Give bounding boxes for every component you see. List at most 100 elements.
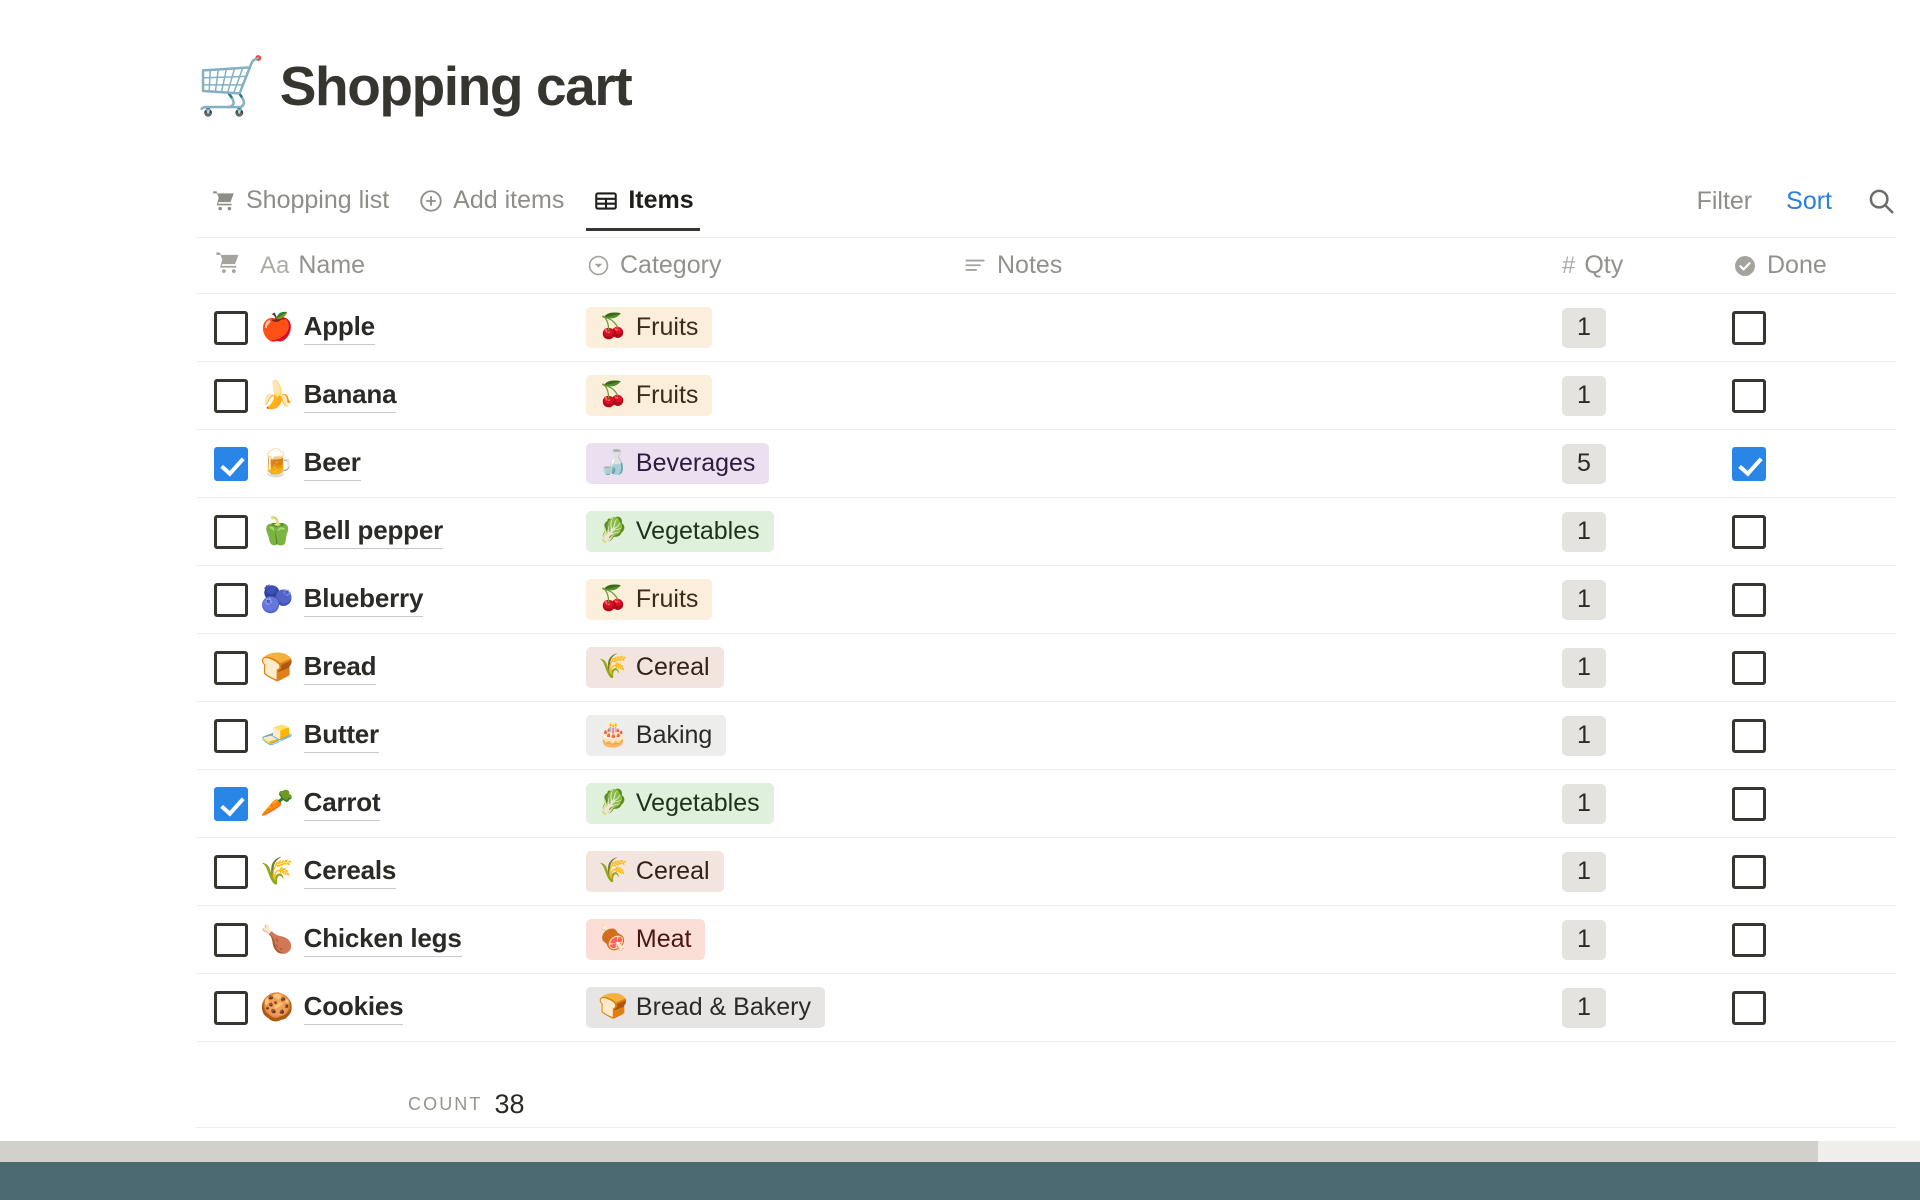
done-checkbox[interactable]: [1732, 922, 1766, 957]
row-select-checkbox[interactable]: [214, 786, 248, 821]
table-row[interactable]: 🍞 Bread 🌾 Cereal 1: [196, 634, 1896, 702]
item-name-link[interactable]: Bell pepper: [303, 515, 443, 549]
category-emoji-icon: 🥬: [598, 517, 628, 545]
table-row[interactable]: 🫐 Blueberry 🍒 Fruits 1: [196, 566, 1896, 634]
qty-value[interactable]: 1: [1562, 511, 1606, 552]
row-qty-cell[interactable]: 1: [1526, 511, 1696, 552]
row-category-cell[interactable]: 🌾 Cereal: [578, 850, 948, 893]
item-name-link[interactable]: Butter: [303, 719, 379, 753]
row-category-cell[interactable]: 🍒 Fruits: [578, 374, 948, 417]
scrollbar-thumb[interactable]: [0, 1141, 1818, 1162]
row-qty-cell[interactable]: 1: [1526, 647, 1696, 688]
row-select-checkbox[interactable]: [214, 582, 248, 617]
row-category-cell[interactable]: 🥬 Vegetables: [578, 510, 948, 553]
row-qty-cell[interactable]: 1: [1526, 851, 1696, 892]
table-row[interactable]: 🍎 Apple 🍒 Fruits 1: [196, 294, 1896, 362]
table-row[interactable]: 🧈 Butter 🎂 Baking 1: [196, 702, 1896, 770]
done-checkbox[interactable]: [1732, 582, 1766, 617]
done-checkbox[interactable]: [1732, 650, 1766, 685]
row-select-checkbox[interactable]: [214, 514, 248, 549]
header-done-cell[interactable]: Done: [1696, 251, 1896, 280]
item-name-link[interactable]: Cookies: [303, 991, 404, 1025]
row-qty-cell[interactable]: 1: [1526, 919, 1696, 960]
qty-value[interactable]: 1: [1562, 647, 1606, 688]
tab-items[interactable]: Items: [578, 186, 707, 231]
row-select-checkbox[interactable]: [214, 718, 248, 753]
done-checkbox[interactable]: [1732, 514, 1766, 549]
qty-value[interactable]: 1: [1562, 919, 1606, 960]
category-emoji-icon: 🥬: [598, 789, 628, 817]
table-row[interactable]: 🥕 Carrot 🥬 Vegetables 1: [196, 770, 1896, 838]
row-select-checkbox[interactable]: [214, 310, 248, 345]
tab-label: Shopping list: [246, 186, 390, 214]
category-label: Fruits: [635, 380, 699, 409]
row-qty-cell[interactable]: 1: [1526, 307, 1696, 348]
row-select-cell: [196, 310, 258, 345]
header-notes-cell[interactable]: Notes: [948, 251, 1526, 280]
row-qty-cell[interactable]: 1: [1526, 375, 1696, 416]
item-name-link[interactable]: Carrot: [303, 787, 381, 821]
row-category-cell[interactable]: 🎂 Baking: [578, 714, 948, 757]
row-select-checkbox[interactable]: [214, 990, 248, 1025]
tab-add-items[interactable]: Add items: [403, 186, 578, 231]
row-select-checkbox[interactable]: [214, 922, 248, 957]
row-category-cell[interactable]: 🥬 Vegetables: [578, 782, 948, 825]
category-tag: 🎂 Baking: [586, 714, 727, 757]
item-name-link[interactable]: Cereals: [303, 855, 396, 889]
table-row[interactable]: 🍌 Banana 🍒 Fruits 1: [196, 362, 1896, 430]
row-qty-cell[interactable]: 1: [1526, 987, 1696, 1028]
qty-value[interactable]: 1: [1562, 851, 1606, 892]
row-qty-cell[interactable]: 5: [1526, 443, 1696, 484]
done-checkbox[interactable]: [1732, 990, 1766, 1025]
done-checkbox[interactable]: [1732, 310, 1766, 345]
row-qty-cell[interactable]: 1: [1526, 715, 1696, 756]
row-category-cell[interactable]: 🍒 Fruits: [578, 306, 948, 349]
qty-value[interactable]: 1: [1562, 715, 1606, 756]
qty-value[interactable]: 1: [1562, 307, 1606, 348]
row-select-checkbox[interactable]: [214, 446, 248, 481]
item-name-link[interactable]: Bread: [303, 651, 377, 685]
tab-shopping-list[interactable]: Shopping list: [196, 186, 403, 231]
filter-button[interactable]: Filter: [1696, 186, 1753, 215]
row-name-cell: 🌾 Cereals: [258, 855, 578, 889]
search-icon[interactable]: [1866, 186, 1896, 216]
row-qty-cell[interactable]: 1: [1526, 579, 1696, 620]
row-select-checkbox[interactable]: [214, 378, 248, 413]
done-checkbox[interactable]: [1732, 446, 1766, 481]
row-category-cell[interactable]: 🍖 Meat: [578, 918, 948, 961]
row-category-cell[interactable]: 🍶 Beverages: [578, 442, 948, 485]
item-name-link[interactable]: Chicken legs: [303, 923, 462, 957]
done-checkbox[interactable]: [1732, 854, 1766, 889]
table-row[interactable]: 🌾 Cereals 🌾 Cereal 1: [196, 838, 1896, 906]
item-name-link[interactable]: Blueberry: [303, 583, 423, 617]
item-name-link[interactable]: Beer: [303, 447, 361, 481]
header-category-cell[interactable]: Category: [578, 251, 948, 280]
qty-value[interactable]: 5: [1562, 443, 1606, 484]
table-row[interactable]: 🍗 Chicken legs 🍖 Meat 1: [196, 906, 1896, 974]
done-checkbox[interactable]: [1732, 786, 1766, 821]
category-label: Bread & Bakery: [635, 992, 811, 1021]
done-checkbox[interactable]: [1732, 718, 1766, 753]
row-category-cell[interactable]: 🍞 Bread & Bakery: [578, 986, 948, 1029]
row-select-checkbox[interactable]: [214, 650, 248, 685]
row-select-checkbox[interactable]: [214, 854, 248, 889]
sort-button[interactable]: Sort: [1786, 186, 1832, 215]
table-row[interactable]: 🫑 Bell pepper 🥬 Vegetables 1: [196, 498, 1896, 566]
done-checkbox[interactable]: [1732, 378, 1766, 413]
qty-value[interactable]: 1: [1562, 783, 1606, 824]
row-category-cell[interactable]: 🍒 Fruits: [578, 578, 948, 621]
category-emoji-icon: 🌾: [598, 653, 628, 681]
row-qty-cell[interactable]: 1: [1526, 783, 1696, 824]
header-qty-cell[interactable]: # Qty: [1526, 251, 1696, 280]
item-name-link[interactable]: Banana: [303, 379, 397, 413]
horizontal-scrollbar[interactable]: [0, 1141, 1920, 1162]
table-row[interactable]: 🍪 Cookies 🍞 Bread & Bakery 1: [196, 974, 1896, 1042]
qty-value[interactable]: 1: [1562, 579, 1606, 620]
row-name-cell: 🍌 Banana: [258, 379, 578, 413]
row-category-cell[interactable]: 🌾 Cereal: [578, 646, 948, 689]
header-name-cell[interactable]: Aa Name: [258, 251, 578, 280]
item-name-link[interactable]: Apple: [303, 311, 375, 345]
qty-value[interactable]: 1: [1562, 987, 1606, 1028]
qty-value[interactable]: 1: [1562, 375, 1606, 416]
table-row[interactable]: 🍺 Beer 🍶 Beverages 5: [196, 430, 1896, 498]
